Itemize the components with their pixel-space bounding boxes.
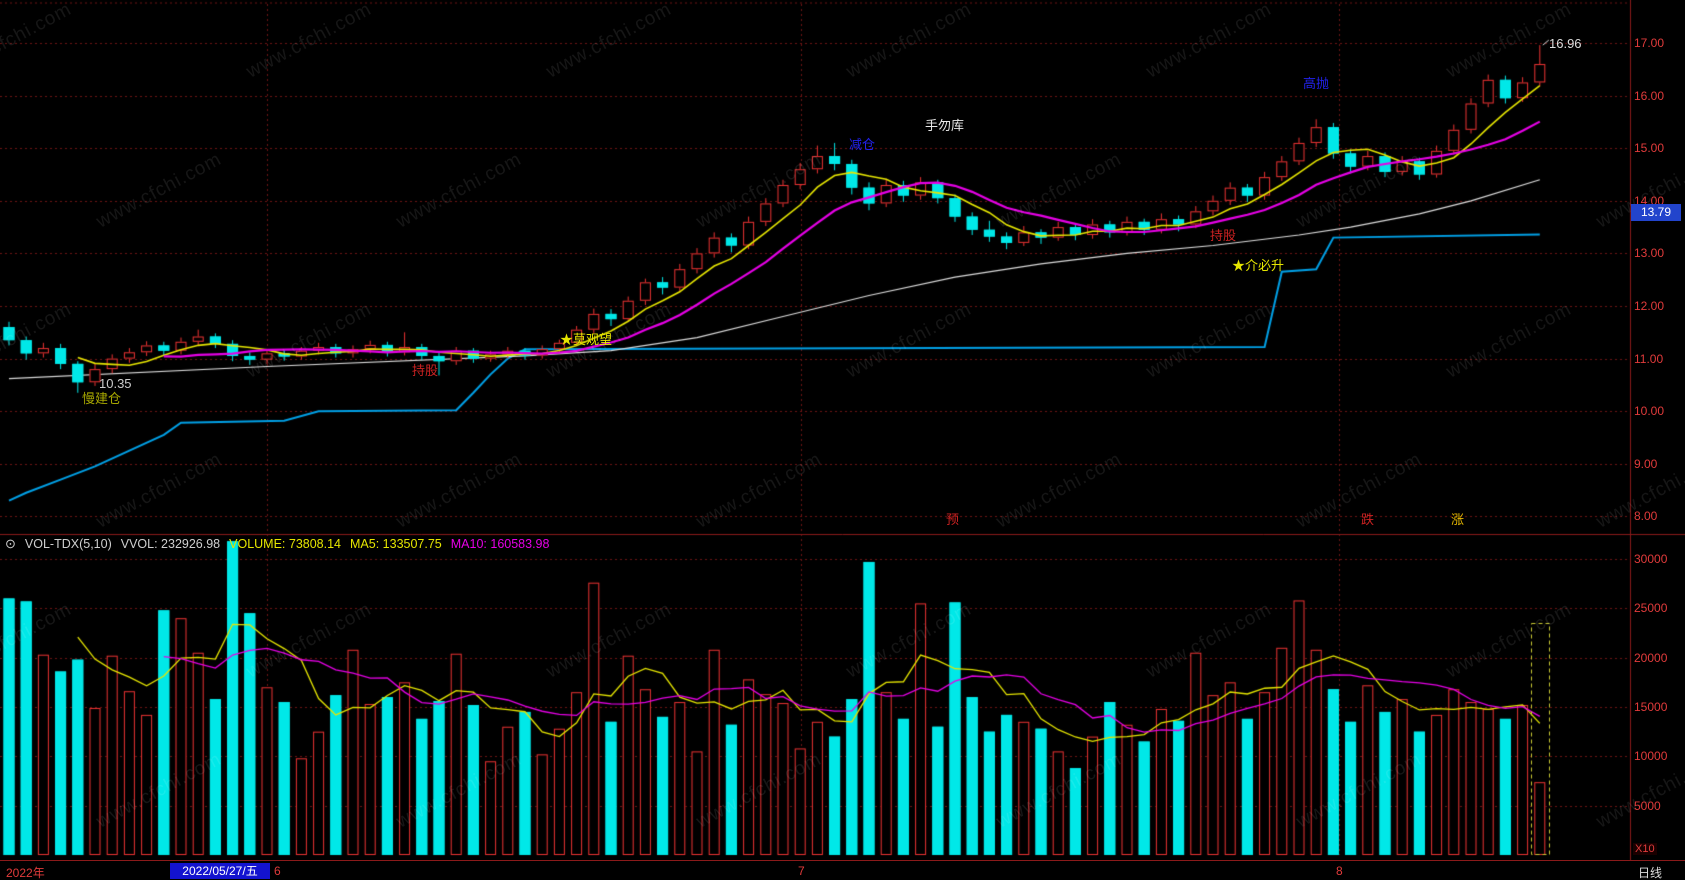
chart-annotation: ★莫观望 (560, 332, 613, 347)
selected-date-badge: 2022/05/27/五 (170, 863, 270, 879)
volume-indicator-header: ⊙ VOL-TDX(5,10) VVOL: 232926.98 VOLUME: … (5, 536, 549, 552)
chart-annotation: 跌 (1361, 512, 1375, 527)
price-axis-label: 11.00 (1634, 351, 1664, 366)
volume-axis-label: 10000 (1634, 749, 1668, 764)
vvol-value: VVOL: 232926.98 (120, 537, 221, 551)
volume-unit-label: X10 (1633, 843, 1657, 855)
volume-value: VOLUME: 73808.14 (229, 537, 342, 551)
ma10-value: MA10: 160583.98 (450, 537, 550, 551)
last-price-badge: 13.79 (1631, 203, 1681, 221)
price-axis-label: 10.00 (1634, 404, 1665, 419)
volume-axis-label: 5000 (1634, 798, 1661, 813)
month-tick-label: 6 (274, 864, 281, 878)
price-axis-label: 9.00 (1634, 456, 1658, 471)
chart-annotation: 预 (946, 512, 960, 527)
chart-annotation: 高抛 (1303, 76, 1330, 91)
volume-axis-label: 20000 (1634, 650, 1668, 665)
volume-axis-label: 25000 (1634, 601, 1668, 616)
period-selector-label[interactable]: 日线 (1638, 866, 1663, 880)
price-axis-label: 13.00 (1634, 246, 1665, 261)
chart-annotation: 涨 (1451, 512, 1465, 527)
chart-annotation: 持股 (412, 363, 439, 378)
indicator-name[interactable]: VOL-TDX(5,10) (24, 537, 112, 551)
chart-annotation: 减仓 (849, 137, 876, 152)
ma5-value: MA5: 133507.75 (350, 537, 442, 551)
price-axis-label: 17.00 (1634, 36, 1665, 50)
time-axis-bar: 2022年 2022/05/27/五 6 7 8 日线 (0, 860, 1685, 880)
chart-annotation: 慢建仓 (82, 391, 122, 406)
price-axis-label: 8.00 (1634, 509, 1658, 524)
year-label: 2022年 (6, 866, 45, 880)
chart-annotation: 手勿库 (925, 118, 965, 133)
volume-axis-label: 30000 (1634, 552, 1668, 566)
price-axis-label: 15.00 (1634, 141, 1665, 156)
price-axis-label: 12.00 (1634, 299, 1665, 313)
volume-axis-label: 15000 (1634, 700, 1668, 714)
price-axis-label: 16.00 (1634, 88, 1665, 103)
chart-annotation: 16.96 (1549, 36, 1582, 51)
indicator-collapse-icon[interactable]: ⊙ (5, 536, 16, 551)
month-tick-label: 7 (798, 864, 805, 878)
chart-annotation: ★介必升 (1232, 258, 1285, 273)
chart-annotation: 10.35 (99, 376, 132, 391)
chart-annotation: 持股 (1210, 228, 1237, 243)
month-tick-label: 8 (1336, 864, 1343, 878)
